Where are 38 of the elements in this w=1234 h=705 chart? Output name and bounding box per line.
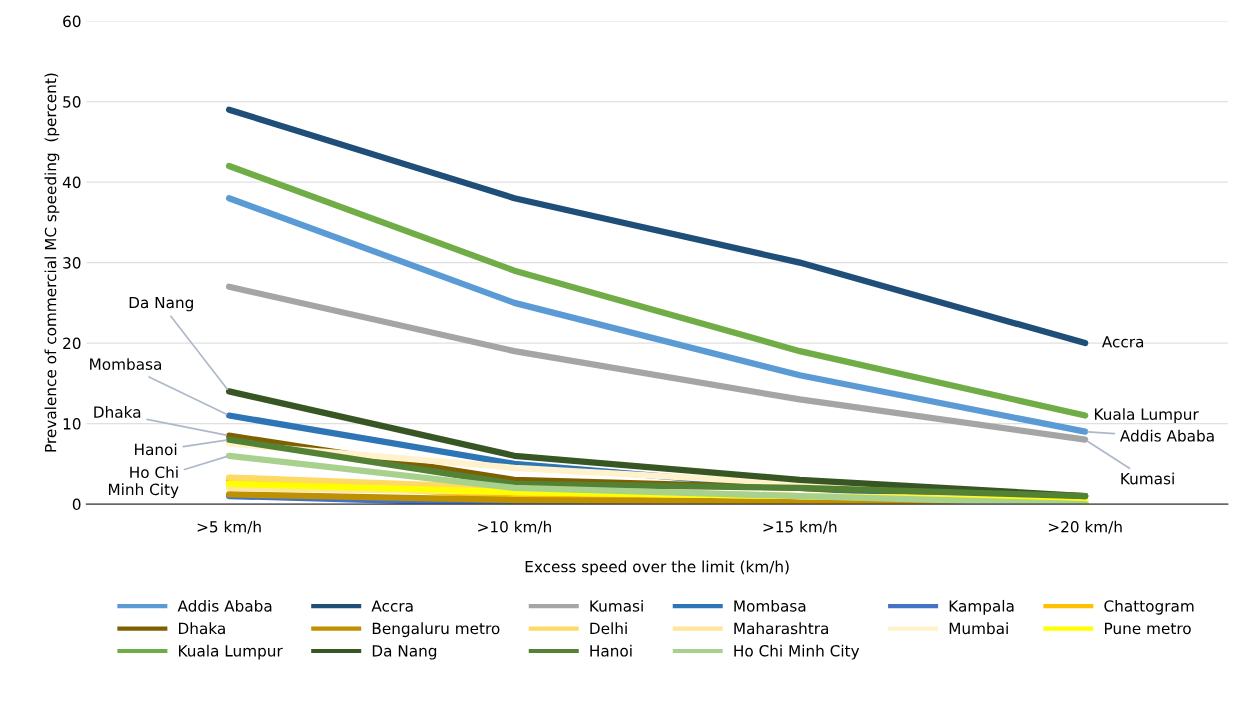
x-tick-label: >20 km/h xyxy=(1048,520,1122,534)
legend-label: Kampala xyxy=(949,599,1014,615)
annotation: Addis Ababa xyxy=(1119,429,1214,442)
legend-label: Addis Ababa xyxy=(177,599,272,612)
x-tick-label: >10 km/h xyxy=(478,520,551,534)
y-tick-label: 30 xyxy=(63,257,81,269)
y-tick-label: 50 xyxy=(63,96,81,108)
legend-label: Pune metro xyxy=(1105,622,1191,635)
legend-label: Ho Chi Minh City xyxy=(734,644,860,660)
annotation: Mombasa xyxy=(90,358,162,370)
legend-label: Delhi xyxy=(590,622,627,635)
y-axis-title: Prevalence of commercial MC speeding (percent) xyxy=(44,73,60,452)
annotation: Dhaka xyxy=(94,406,141,418)
legend-label: Bengaluru metro xyxy=(372,622,500,638)
legend-label: Hanoi xyxy=(590,644,632,657)
legend-label: Kumasi xyxy=(590,599,643,612)
legend-label: Kuala Lumpur xyxy=(179,644,283,660)
y-tick-label: 40 xyxy=(62,176,81,189)
y-tick-label: 0 xyxy=(72,498,81,511)
annotation: Da Nang xyxy=(129,296,193,312)
legend-label: Mumbai xyxy=(949,622,1008,635)
y-tick-label: 10 xyxy=(63,418,81,430)
x-tick-label: >15 km/h xyxy=(763,520,837,534)
annotation: Accra xyxy=(1101,336,1144,348)
y-tick-label: 20 xyxy=(63,337,81,350)
annotation: Kuala Lumpur xyxy=(1094,408,1199,423)
x-axis-title: Excess speed over the limit (km/h) xyxy=(525,560,789,576)
legend-label: Da Nang xyxy=(372,645,437,660)
legend-label: Mombasa xyxy=(734,599,806,612)
legend-label: Dhaka xyxy=(179,622,225,635)
legend-label: Chattogram xyxy=(1104,599,1194,615)
annotation: Ho Chi Minh City xyxy=(108,466,179,499)
x-tick-label: >5 km/h xyxy=(197,520,261,534)
y-tick-label: 60 xyxy=(63,15,81,28)
legend-label: Maharashtra xyxy=(734,622,828,635)
annotation: Kumasi xyxy=(1121,472,1174,485)
annotation: Hanoi xyxy=(135,443,177,456)
legend-label: Accra xyxy=(371,600,413,612)
